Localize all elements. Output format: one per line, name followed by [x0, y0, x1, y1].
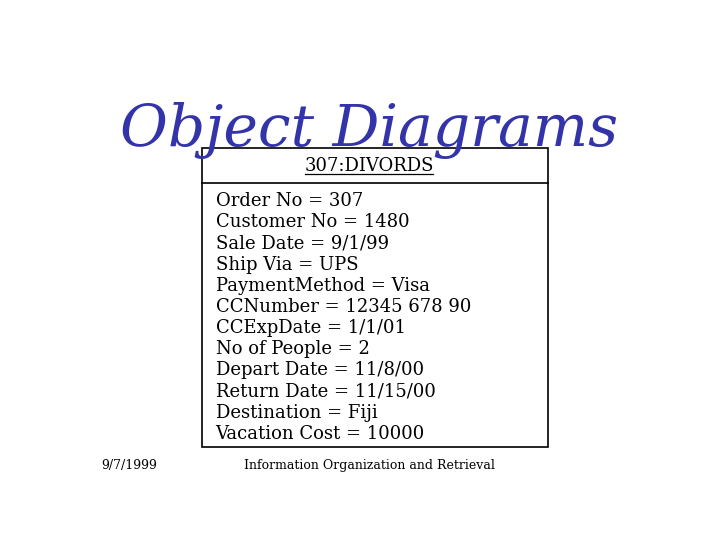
Text: No of People = 2: No of People = 2: [215, 340, 369, 358]
Text: Sale Date = 9/1/99: Sale Date = 9/1/99: [215, 234, 389, 252]
Text: PaymentMethod = Visa: PaymentMethod = Visa: [215, 276, 430, 295]
Text: Order No = 307: Order No = 307: [215, 192, 363, 210]
Text: Vacation Cost = 10000: Vacation Cost = 10000: [215, 424, 425, 443]
Text: Destination = Fiji: Destination = Fiji: [215, 403, 377, 422]
Text: Depart Date = 11/8/00: Depart Date = 11/8/00: [215, 361, 423, 379]
Text: Return Date = 11/15/00: Return Date = 11/15/00: [215, 382, 436, 400]
FancyBboxPatch shape: [202, 148, 547, 447]
Text: Customer No = 1480: Customer No = 1480: [215, 213, 409, 231]
Text: Ship Via = UPS: Ship Via = UPS: [215, 255, 358, 274]
Text: Object Diagrams: Object Diagrams: [120, 102, 618, 159]
Text: CCNumber = 12345 678 90: CCNumber = 12345 678 90: [215, 298, 471, 316]
Text: CCExpDate = 1/1/01: CCExpDate = 1/1/01: [215, 319, 405, 337]
Text: 9/7/1999: 9/7/1999: [101, 460, 157, 472]
Text: Information Organization and Retrieval: Information Organization and Retrieval: [243, 460, 495, 472]
Text: 307:DIVORDS: 307:DIVORDS: [305, 157, 433, 174]
